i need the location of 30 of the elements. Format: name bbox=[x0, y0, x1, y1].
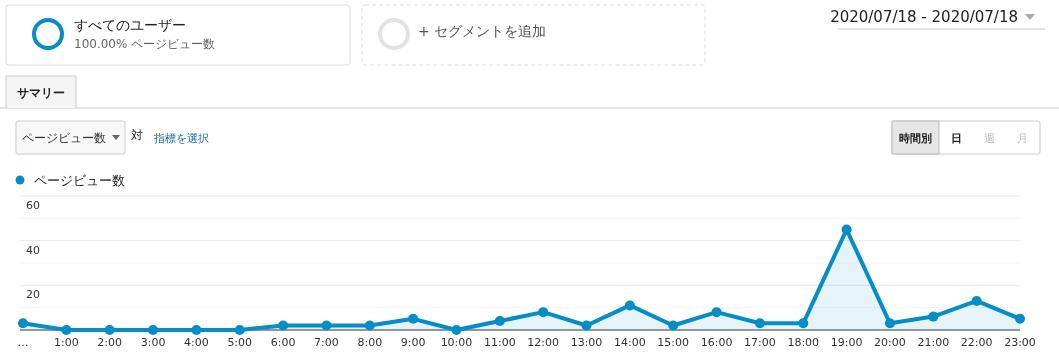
x-tick-label: 9:00 bbox=[400, 336, 426, 349]
x-tick-label: 4:00 bbox=[184, 336, 209, 349]
legend-label: ページビュー数 bbox=[34, 173, 125, 188]
x-tick-label: 19:00 bbox=[830, 336, 863, 349]
y-tick-label: 40 bbox=[26, 243, 40, 257]
x-tick-label: 10:00 bbox=[440, 336, 473, 349]
x-tick-label: 15:00 bbox=[657, 336, 690, 349]
x-tick-label: 16:00 bbox=[700, 336, 733, 349]
x-tick-label: 6:00 bbox=[270, 336, 296, 349]
page-controls: すべてのユーザー 100.00% ページビュー数 + セグメントを追加 2020/07/18 - 2020/07/18 サマリー ページビュー数 対 指標を選択 時間別 日 週 月 bbox=[0, 4, 1059, 155]
legend: ページビュー数 bbox=[15, 173, 125, 188]
x-tick-label: … bbox=[17, 336, 29, 349]
x-tick-label: 17:00 bbox=[744, 336, 776, 349]
x-tick-label: 23:00 bbox=[1004, 336, 1036, 349]
y-tick-label: 20 bbox=[26, 288, 40, 302]
x-tick-label: 13:00 bbox=[570, 336, 603, 349]
x-tick-label: 7:00 bbox=[314, 336, 339, 349]
x-tick-label: 5:00 bbox=[227, 336, 253, 349]
x-tick-label: 2:00 bbox=[97, 336, 123, 349]
x-tick-label: 14:00 bbox=[614, 336, 646, 349]
x-tick-label: 22:00 bbox=[960, 336, 993, 349]
x-tick-label: 3:00 bbox=[140, 336, 166, 349]
x-tick-label: 12:00 bbox=[527, 336, 560, 349]
x-tick-label: 20:00 bbox=[874, 336, 906, 349]
x-tick-label: 18:00 bbox=[787, 336, 820, 349]
x-tick-label: 8:00 bbox=[357, 336, 383, 349]
x-tick-label: 1:00 bbox=[54, 336, 79, 349]
x-tick-label: 11:00 bbox=[483, 336, 516, 349]
x-tick-label: 21:00 bbox=[917, 336, 950, 349]
y-tick-label: 60 bbox=[26, 199, 40, 212]
